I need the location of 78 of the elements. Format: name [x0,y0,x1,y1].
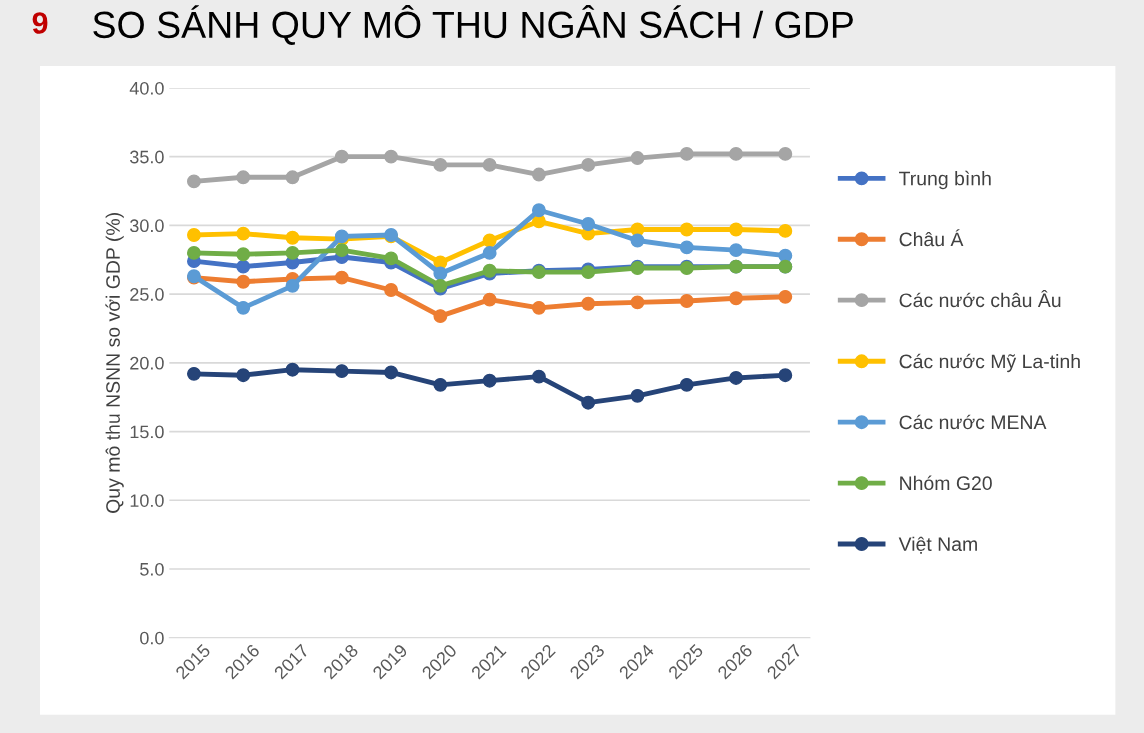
point [433,377,448,392]
point [334,243,349,258]
point [630,388,645,403]
point [778,223,793,238]
point [729,371,743,385]
point [334,149,349,164]
point [531,203,546,218]
legend-label: Các nước MENA [899,414,1047,430]
point [285,278,300,293]
point [236,247,251,262]
legend-label: Các nước châu Âu [899,289,1061,308]
point [482,245,497,260]
point [285,170,300,185]
point [531,167,546,182]
point [236,300,251,315]
point [433,157,448,172]
point [778,368,793,383]
point [581,217,596,231]
point [679,377,694,392]
point [482,373,497,388]
point [482,157,497,172]
point [630,295,645,310]
legend-label: Việt Nam [898,536,977,554]
point [729,222,743,237]
point [236,170,251,185]
point [729,146,743,161]
point [187,174,201,189]
legend-label: Châu Á [899,229,964,247]
y-tick-label: 30.0 [130,219,164,233]
point [581,395,596,410]
point [334,270,349,285]
point [334,364,349,379]
text: 9 [32,12,48,34]
y-tick-label: 35.0 [130,150,164,164]
point [236,259,251,274]
legend-label: Các nước Mỹ La-tinh [899,353,1080,373]
point [679,222,694,237]
point [187,366,201,381]
point [679,240,694,255]
point [384,251,399,266]
point [531,300,546,315]
y-axis-title: Quy mô thu NSNN so với GDP (%) [105,213,124,513]
y-tick-label: 10.0 [130,494,164,507]
point [778,146,793,161]
legend-label: Trung bình [899,170,991,190]
point [236,274,251,289]
point [630,233,645,248]
point [433,309,448,324]
point [482,233,497,248]
point [285,245,300,260]
chart-title: SO SÁNH QUY MÔ THU NGÂN SÁCH / GDP [93,5,853,45]
y-tick-label: 15.0 [130,425,164,439]
point [531,369,546,384]
point [236,226,251,241]
point [384,283,399,297]
y-tick-label: 5.0 [140,562,164,576]
point [384,365,399,380]
point [679,146,694,161]
point [482,292,497,307]
legend-label: Nhóm G20 [900,475,992,491]
point [187,228,201,242]
point [187,245,201,260]
point [285,362,300,377]
point [581,157,596,172]
y-tick-label: 20.0 [130,356,164,370]
point [285,230,300,245]
point [384,149,399,164]
point [729,291,743,306]
point [581,296,596,311]
point [679,294,694,308]
y-tick-label: 0.0 [140,631,164,645]
point [729,243,743,258]
point [433,266,448,281]
point [630,151,645,165]
y-tick-label: 25.0 [130,288,164,301]
point [778,289,793,304]
point [236,368,251,383]
y-tick-label: 40.0 [129,81,164,95]
